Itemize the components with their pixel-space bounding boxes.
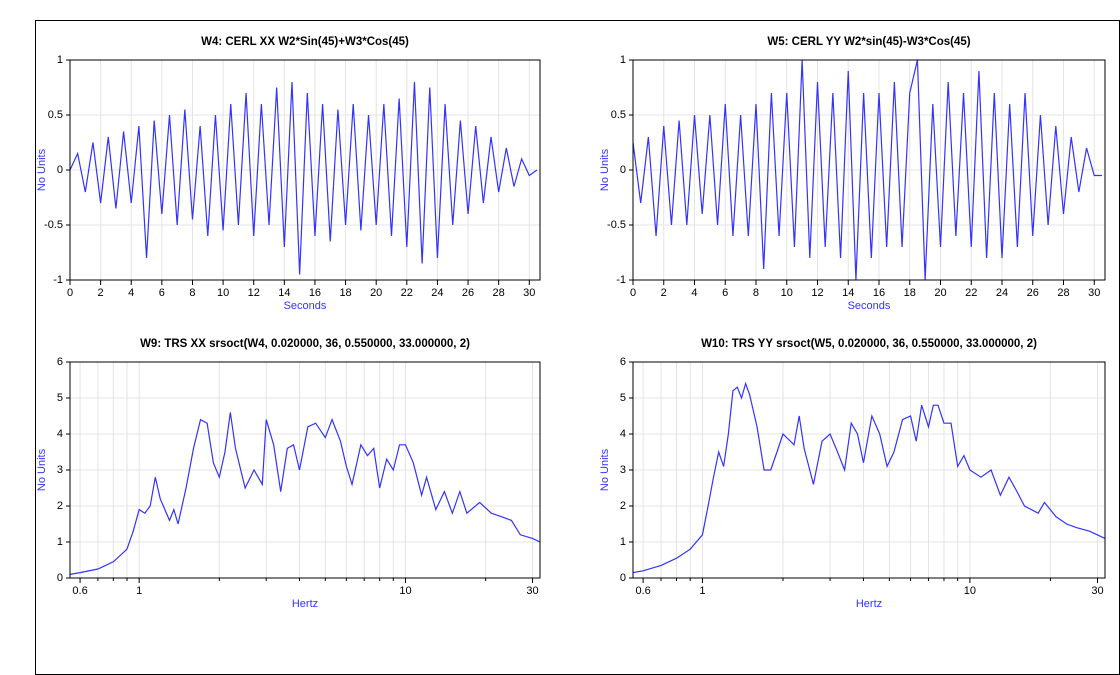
y-tick-label: 0 [57,572,63,584]
x-tick-label: 16 [873,287,885,299]
x-axis-label: Hertz [292,598,318,610]
x-axis-label: Hertz [856,598,882,610]
data-line [633,60,1102,280]
x-tick-label: 18 [904,287,916,299]
y-tick-label: 3 [57,464,63,476]
x-tick-label: 6 [159,287,165,299]
x-tick-label: 30 [1088,287,1100,299]
y-axis-label: No Units [36,448,48,491]
x-axis-label: Seconds [848,300,891,312]
plot-frame [632,59,1106,281]
y-tick-label: -0.5 [44,219,63,231]
plot [633,381,1105,574]
x-tick-label: 22 [965,287,977,299]
y-tick-label: 4 [620,428,626,440]
plot-frame [69,59,541,281]
chart-title: W4: CERL XX W2*Sin(45)+W3*Cos(45) [201,36,409,48]
chart-title: W10: TRS YY srsoct(W5, 0.020000, 36, 0.5… [701,338,1037,350]
x-tick-label: 28 [493,287,505,299]
x-tick-label: 10 [781,287,793,299]
y-axis-label: No Units [599,148,611,191]
y-tick-label: 0.5 [611,109,626,121]
chart-title: W5: CERL YY W2*sin(45)-W3*Cos(45) [767,36,970,48]
x-tick-label: 0 [67,287,73,299]
x-tick-label: 8 [753,287,759,299]
y-tick-label: 1 [57,54,63,66]
x-tick-label: 10 [964,585,976,597]
y-tick-label: 5 [620,392,626,404]
x-tick-label: 26 [1027,287,1039,299]
x-tick-label: 6 [722,287,728,299]
chart: -1-0.500.510 2 4 6 8 10 12 14 16 18 20 22 24 26 28 30W5… [599,36,1106,312]
x-tick-label: 24 [431,287,443,299]
x-tick-label: 26 [462,287,474,299]
x-axis-label: Seconds [284,300,327,312]
x-tick-label: 10 [217,287,229,299]
plot-frame [69,361,541,579]
plot [70,412,540,575]
x-tick-label: 10 [399,585,411,597]
y-tick-label: 3 [620,464,626,476]
y-tick-label: -1 [616,274,626,286]
y-tick-label: 2 [57,500,63,512]
x-tick-label: 16 [309,287,321,299]
y-tick-label: 2 [620,500,626,512]
y-tick-label: 1 [620,54,626,66]
y-tick-label: 1 [57,536,63,548]
plot [70,81,538,275]
y-tick-label: 4 [57,428,63,440]
x-tick-label: 2 [661,287,667,299]
x-tick-label: 2 [98,287,104,299]
x-tick-label: 12 [811,287,823,299]
plot-frame [632,361,1106,579]
x-tick-label: 24 [996,287,1008,299]
x-tick-label: 1 [136,585,142,597]
y-tick-label: 1 [620,536,626,548]
x-tick-label: 18 [339,287,351,299]
x-tick-label: 4 [691,287,697,299]
x-tick-label: 20 [370,287,382,299]
data-line [70,81,538,275]
y-tick-label: 6 [57,356,63,368]
plot [633,60,1102,280]
x-tick-label: 22 [401,287,413,299]
y-tick-label: -1 [53,274,63,286]
x-tick-label: 4 [128,287,134,299]
chart: 0 1 2 3 4 5 6 0.6 1 10 30 W9: TRS XX srsoct(W4, 0.0… [36,338,541,610]
chart: -1-0.500.510 2 4 6 8 10 12 14 16 18 20 22 24 26 28 30W4… [36,36,541,312]
chart: 0 1 2 3 4 5 6 0.6 1 10 30 W10: TRS YY srsoct(W5, 0.… [599,338,1106,610]
x-tick-label: 1 [699,585,705,597]
y-tick-label: 0.5 [48,109,63,121]
y-tick-label: -0.5 [607,219,626,231]
x-tick-label: 14 [278,287,290,299]
x-tick-label: 30 [1091,585,1103,597]
x-tick-label: 30 [523,287,535,299]
x-tick-label: 0 [630,287,636,299]
data-line [633,381,1105,574]
x-tick-label: 30 [526,585,538,597]
y-tick-label: 0 [620,164,626,176]
x-tick-label: 14 [842,287,854,299]
x-tick-label: 0.6 [72,585,87,597]
x-tick-label: 12 [248,287,260,299]
x-tick-label: 20 [934,287,946,299]
x-tick-label: 0.6 [635,585,650,597]
y-axis-label: No Units [599,448,611,491]
x-tick-label: 28 [1057,287,1069,299]
y-tick-label: 6 [620,356,626,368]
chart-title: W9: TRS XX srsoct(W4, 0.020000, 36, 0.55… [140,338,470,350]
y-tick-label: 0 [620,572,626,584]
y-axis-label: No Units [36,148,48,191]
x-tick-label: 8 [189,287,195,299]
y-tick-label: 0 [57,164,63,176]
y-tick-label: 5 [57,392,63,404]
data-line [70,412,540,575]
